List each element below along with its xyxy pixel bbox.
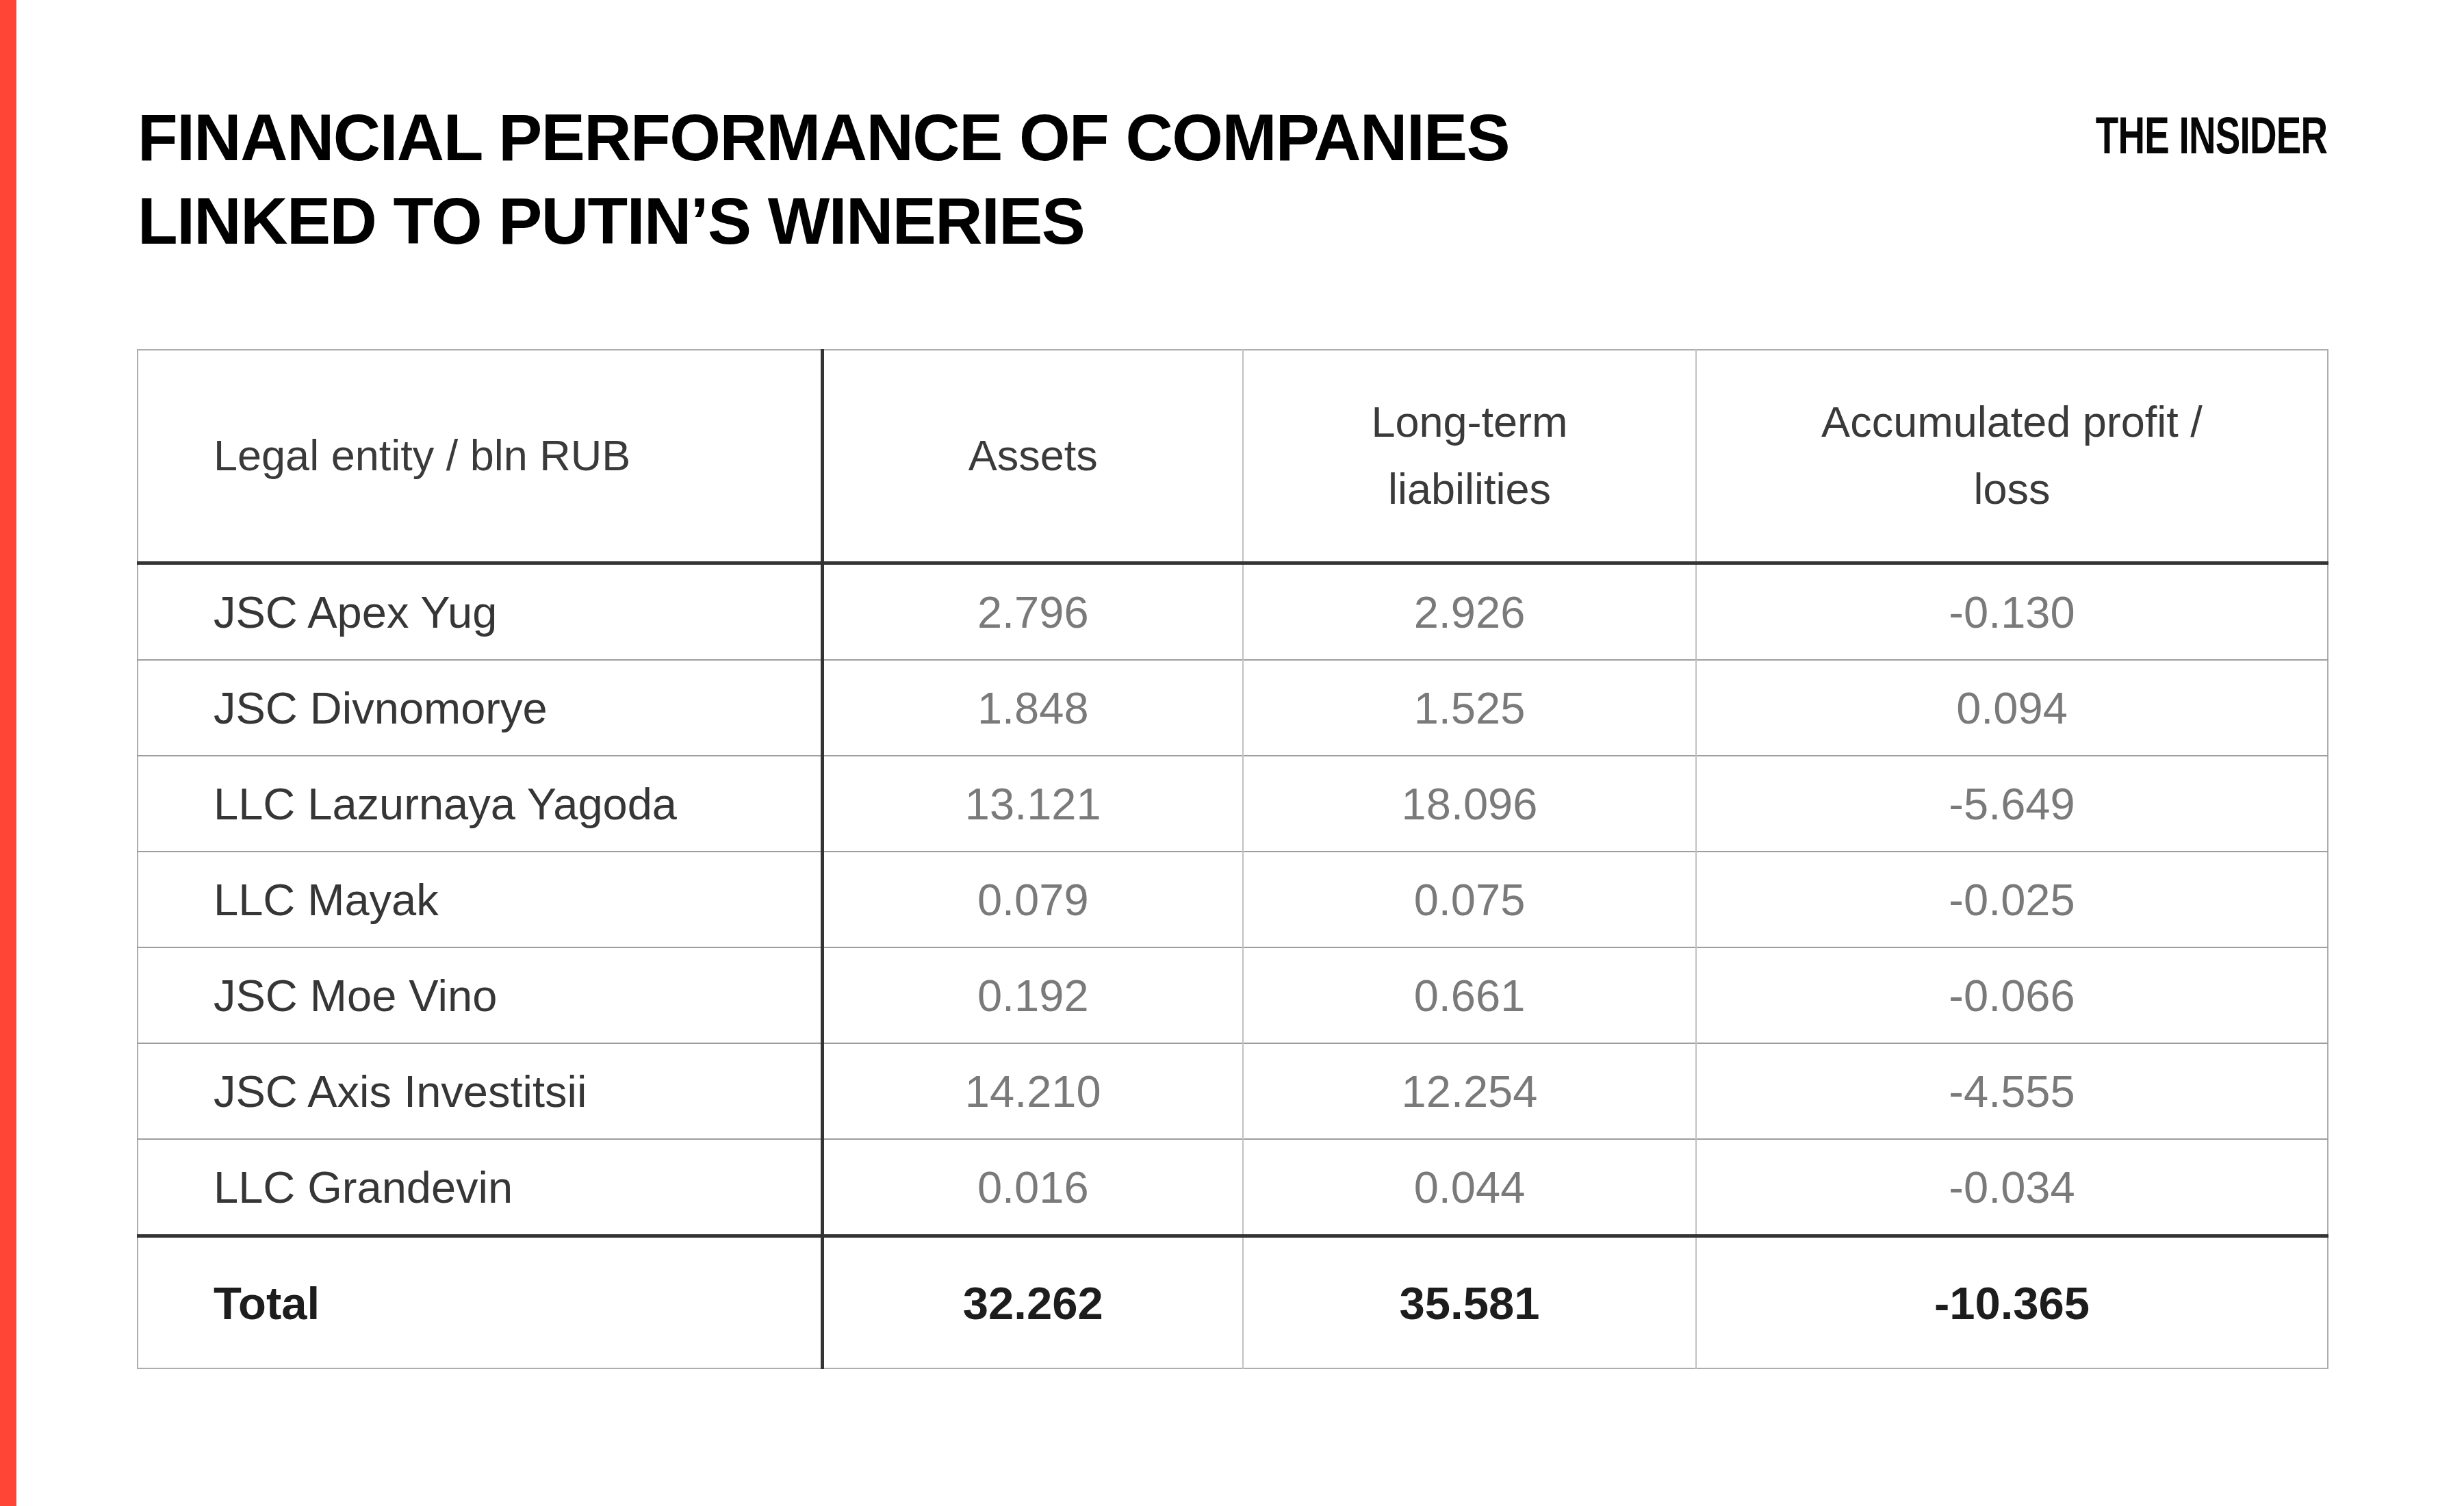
assets-cell: 2.796 xyxy=(822,563,1243,661)
liabilities-cell: 2.926 xyxy=(1243,563,1696,661)
liabilities-cell: 0.661 xyxy=(1243,947,1696,1043)
column-header-liabilities: Long-term liabilities xyxy=(1243,350,1696,563)
company-name-cell: JSC Divnomorye xyxy=(138,660,822,756)
profit-cell: -0.025 xyxy=(1696,852,2328,947)
profit-cell: -4.555 xyxy=(1696,1043,2328,1139)
table-row: JSC Axis Investitsii 14.210 12.254 -4.55… xyxy=(138,1043,2328,1139)
company-name-cell: LLC Lazurnaya Yagoda xyxy=(138,756,822,852)
profit-cell: 0.094 xyxy=(1696,660,2328,756)
company-name-cell: LLC Grandevin xyxy=(138,1139,822,1236)
financials-table-container: Legal entity / bln RUB Assets Long-term … xyxy=(137,349,2328,1369)
table-row: LLC Lazurnaya Yagoda 13.121 18.096 -5.64… xyxy=(138,756,2328,852)
assets-cell: 0.192 xyxy=(822,947,1243,1043)
accent-bar xyxy=(0,0,16,1506)
table-row: LLC Grandevin 0.016 0.044 -0.034 xyxy=(138,1139,2328,1236)
total-label-cell: Total xyxy=(138,1236,822,1369)
liabilities-cell: 1.525 xyxy=(1243,660,1696,756)
company-name-cell: JSC Apex Yug xyxy=(138,563,822,661)
brand-logo: THE INSIDER xyxy=(2095,105,2327,165)
company-name-cell: LLC Mayak xyxy=(138,852,822,947)
assets-cell: 0.079 xyxy=(822,852,1243,947)
total-liabilities-cell: 35.581 xyxy=(1243,1236,1696,1369)
financials-table: Legal entity / bln RUB Assets Long-term … xyxy=(137,349,2328,1369)
company-name-cell: JSC Moe Vino xyxy=(138,947,822,1043)
table-row: LLC Mayak 0.079 0.075 -0.025 xyxy=(138,852,2328,947)
assets-cell: 1.848 xyxy=(822,660,1243,756)
column-header-assets: Assets xyxy=(822,350,1243,563)
liabilities-cell: 0.075 xyxy=(1243,852,1696,947)
table-row: JSC Moe Vino 0.192 0.661 -0.066 xyxy=(138,947,2328,1043)
page-title: FINANCIAL PERFORMANCE OF COMPANIES LINKE… xyxy=(138,96,1509,263)
total-row: Total 32.262 35.581 -10.365 xyxy=(138,1236,2328,1369)
header-row: Legal entity / bln RUB Assets Long-term … xyxy=(138,350,2328,563)
profit-cell: -0.130 xyxy=(1696,563,2328,661)
assets-cell: 0.016 xyxy=(822,1139,1243,1236)
profit-cell: -0.066 xyxy=(1696,947,2328,1043)
assets-cell: 14.210 xyxy=(822,1043,1243,1139)
assets-cell: 13.121 xyxy=(822,756,1243,852)
liabilities-cell: 0.044 xyxy=(1243,1139,1696,1236)
total-assets-cell: 32.262 xyxy=(822,1236,1243,1369)
column-header-legal-entity: Legal entity / bln RUB xyxy=(138,350,822,563)
company-name-cell: JSC Axis Investitsii xyxy=(138,1043,822,1139)
column-header-profit: Accumulated profit / loss xyxy=(1696,350,2328,563)
liabilities-cell: 12.254 xyxy=(1243,1043,1696,1139)
profit-cell: -5.649 xyxy=(1696,756,2328,852)
table-row: JSC Apex Yug 2.796 2.926 -0.130 xyxy=(138,563,2328,661)
liabilities-cell: 18.096 xyxy=(1243,756,1696,852)
profit-cell: -0.034 xyxy=(1696,1139,2328,1236)
total-profit-cell: -10.365 xyxy=(1696,1236,2328,1369)
table-row: JSC Divnomorye 1.848 1.525 0.094 xyxy=(138,660,2328,756)
